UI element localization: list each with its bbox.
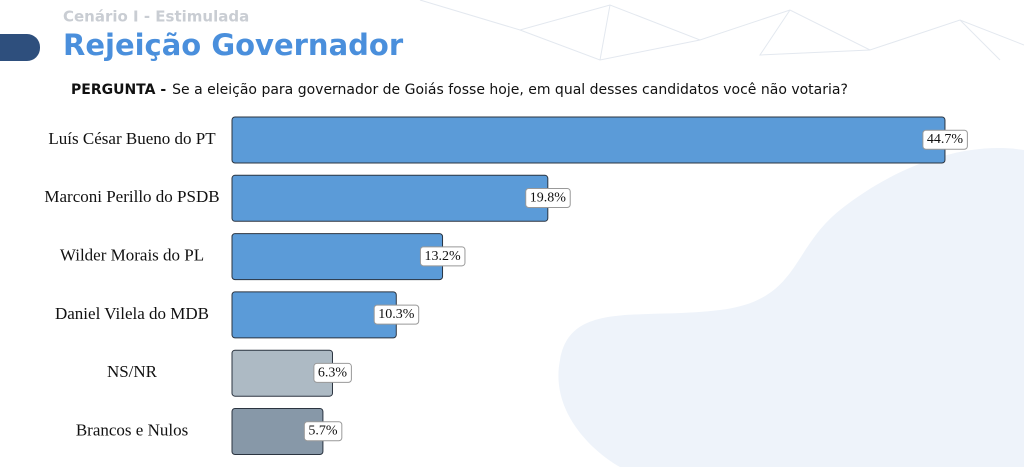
category-label: Daniel Vilela do MDB <box>55 304 209 323</box>
value-label: 6.3% <box>318 365 348 380</box>
value-label: 13.2% <box>424 249 461 264</box>
value-label-box <box>525 188 571 209</box>
background-blob <box>558 148 1024 467</box>
subtitle: Cenário I - Estimulada <box>63 8 249 26</box>
question-line: PERGUNTA - Se a eleição para governador d… <box>71 82 848 98</box>
category-label: Luís César Bueno do PT <box>48 129 216 148</box>
value-label-box <box>922 129 968 150</box>
category-label: Marconi Perillo do PSDB <box>44 187 219 206</box>
category-label: Wilder Morais do PL <box>60 246 204 265</box>
value-label-box <box>313 362 352 383</box>
value-label: 10.3% <box>378 307 415 322</box>
category-label: NS/NR <box>107 362 158 381</box>
category-label: Brancos e Nulos <box>76 420 188 439</box>
value-label-box <box>373 304 420 325</box>
bar <box>231 291 397 339</box>
value-label: 44.7% <box>927 132 964 147</box>
network-lines <box>419 0 1024 61</box>
bar <box>231 233 444 281</box>
value-label: 5.7% <box>308 424 338 439</box>
value-label-box <box>419 246 466 267</box>
value-label: 19.8% <box>530 191 567 206</box>
question: Se a eleição para governador de Goiás fo… <box>172 82 848 98</box>
value-label-box <box>303 421 343 442</box>
bar <box>231 116 946 164</box>
chart-title: Rejeição Governador <box>63 28 404 62</box>
title-pill <box>0 34 40 61</box>
question-label: PERGUNTA - <box>71 82 166 98</box>
bar <box>231 174 549 222</box>
